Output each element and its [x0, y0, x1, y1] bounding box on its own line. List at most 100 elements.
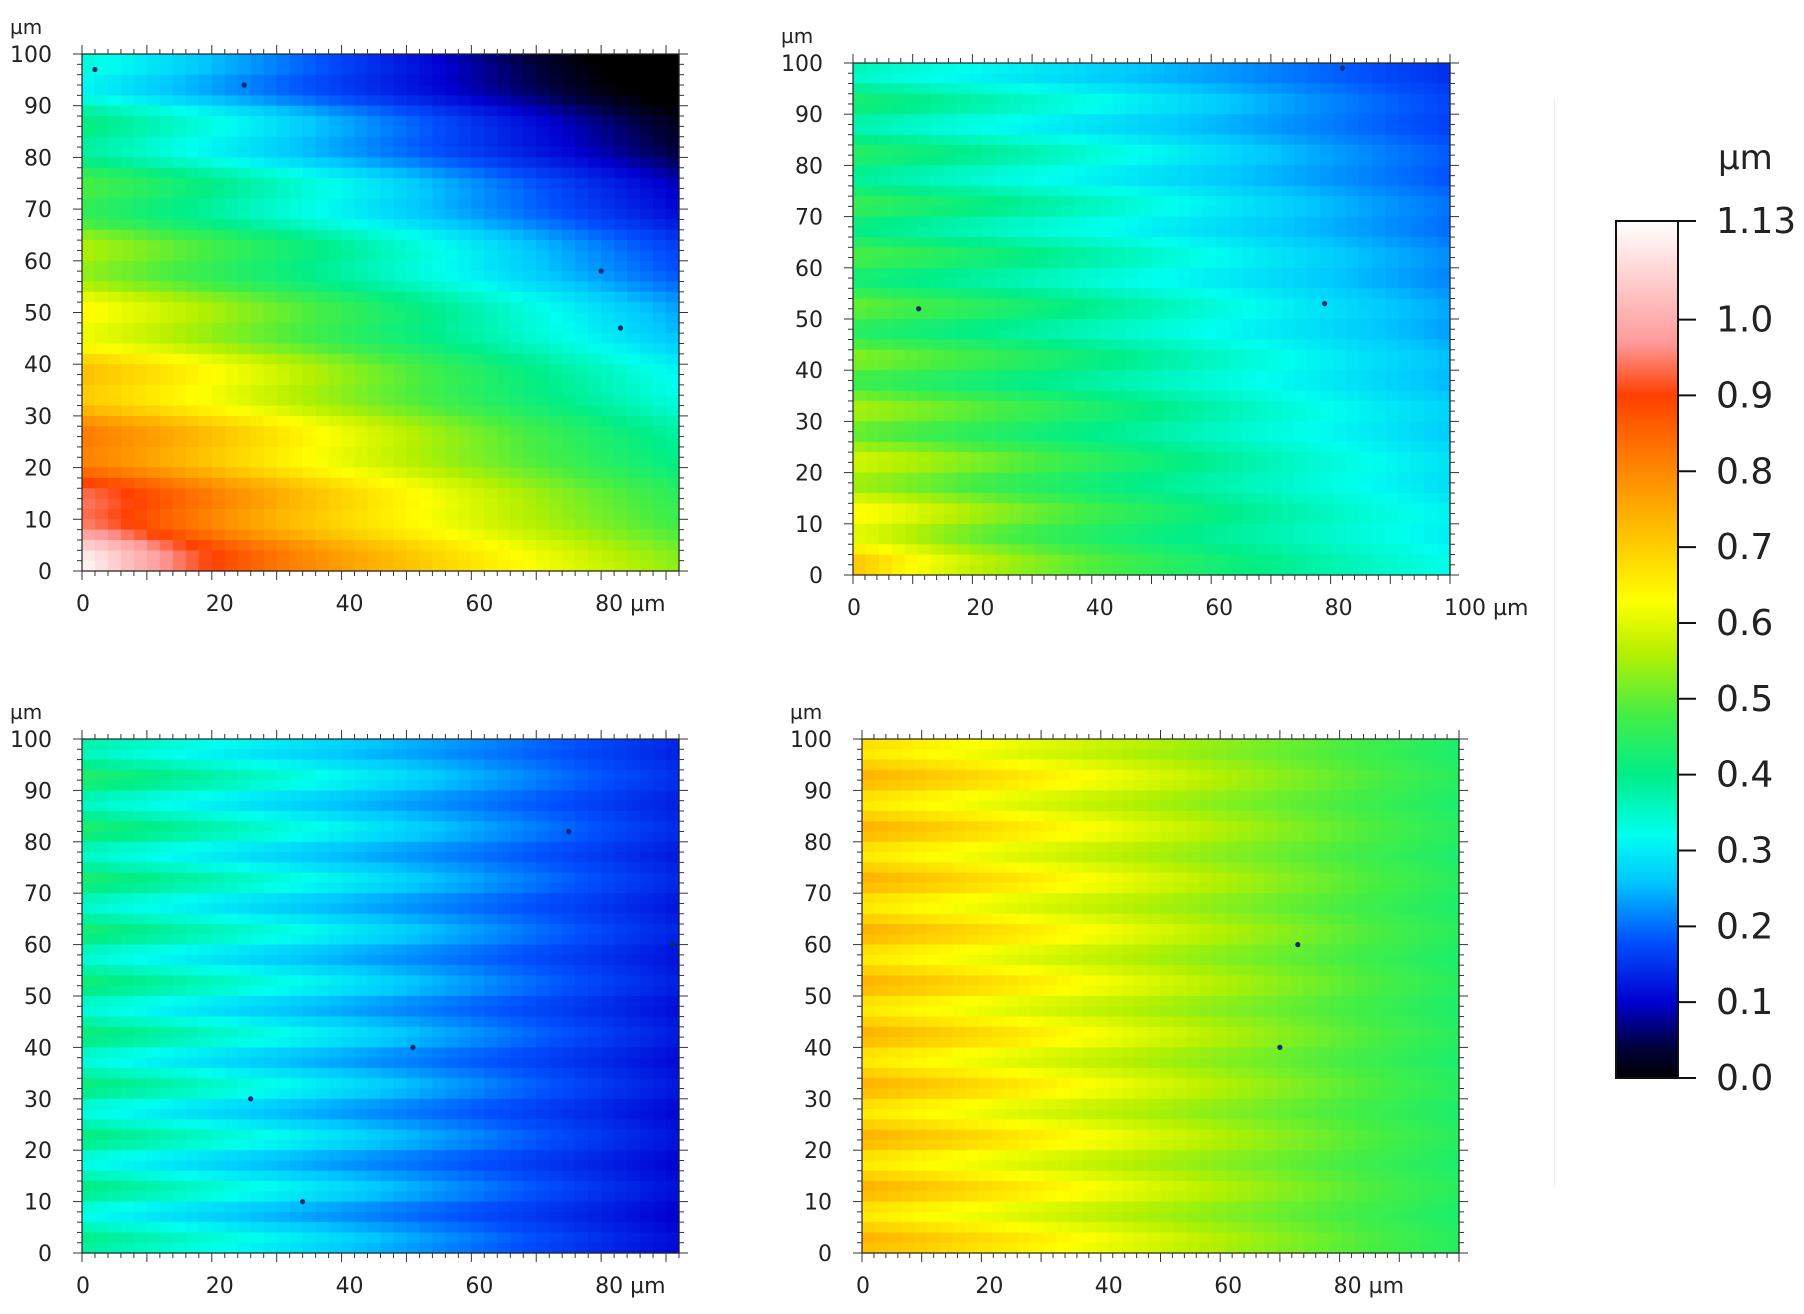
heatmap-cell	[1086, 63, 1101, 74]
heatmap-cell	[159, 105, 174, 117]
heatmap-cell	[1125, 237, 1140, 248]
heatmap-cell	[588, 498, 602, 510]
heatmap-cell	[484, 126, 498, 138]
heatmap-cell	[995, 400, 1010, 412]
heatmap-cell	[146, 209, 161, 221]
heatmap-cell	[172, 477, 187, 489]
heatmap-cell	[484, 415, 498, 427]
heatmap-cell	[1216, 452, 1230, 463]
heatmap-cell	[315, 374, 330, 386]
heatmap-cell	[865, 544, 880, 556]
heatmap-cell	[853, 390, 867, 402]
heatmap-cell	[497, 281, 511, 293]
heatmap-cell	[250, 343, 265, 355]
heatmap-cell	[341, 229, 356, 241]
heatmap-cell	[1216, 554, 1230, 566]
heatmap-cell	[1398, 534, 1412, 545]
heatmap-cell	[588, 105, 602, 117]
heatmap-cell	[458, 343, 472, 355]
heatmap-cell	[1060, 452, 1075, 463]
heatmap-cell	[1073, 441, 1088, 453]
heatmap-cell	[1333, 185, 1347, 197]
heatmap-cell	[276, 477, 291, 489]
heatmap-cell	[853, 421, 867, 433]
heatmap-cell	[159, 353, 174, 365]
heatmap-cell	[640, 343, 654, 355]
heatmap-cell	[1281, 144, 1295, 156]
heatmap-cell	[562, 291, 576, 303]
heatmap-cell	[380, 488, 395, 500]
heatmap-cell	[666, 560, 680, 572]
heatmap-cell	[1073, 544, 1088, 556]
heatmap-cell	[640, 260, 654, 272]
heatmap-cell	[497, 519, 511, 531]
heatmap-cell	[1294, 380, 1308, 392]
heatmap-cell	[263, 436, 278, 448]
heatmap-cell	[484, 498, 498, 510]
heatmap-cell	[1151, 237, 1166, 248]
heatmap-cell	[1125, 114, 1140, 126]
heatmap-cell	[1398, 390, 1412, 402]
heatmap-cell	[172, 209, 187, 221]
heatmap-cell	[159, 167, 174, 179]
heatmap-cell	[445, 457, 459, 469]
heatmap-cell	[1268, 226, 1282, 238]
heatmap-cell	[1229, 63, 1243, 74]
heatmap-cell	[250, 457, 265, 469]
heatmap-cell	[666, 550, 680, 562]
heatmap-cell	[627, 426, 641, 438]
heatmap-cell	[1294, 73, 1308, 85]
heatmap-cell	[237, 415, 252, 427]
heatmap-cell	[1164, 564, 1179, 576]
heatmap-cell	[995, 359, 1010, 371]
heatmap-cell	[627, 467, 641, 479]
heatmap-cell	[865, 339, 880, 351]
heatmap-cell	[917, 493, 932, 504]
heatmap-cell	[956, 155, 971, 166]
heatmap-cell	[1229, 288, 1243, 300]
heatmap-cell	[354, 550, 369, 562]
heatmap-cell	[302, 85, 317, 96]
heatmap-cell	[1268, 134, 1282, 146]
heatmap-cell	[588, 157, 602, 169]
heatmap-cell	[1190, 278, 1205, 289]
heatmap-cell	[1177, 544, 1192, 556]
heatmap-cell	[133, 74, 148, 86]
heatmap-cell	[1099, 400, 1114, 412]
heatmap-cell	[146, 167, 161, 179]
heatmap-cell	[250, 240, 265, 252]
heatmap-cell	[1099, 226, 1114, 238]
heatmap-cell	[82, 436, 96, 448]
heatmap-cell	[666, 446, 680, 458]
heatmap-cell	[1346, 63, 1360, 74]
heatmap-cell	[1164, 257, 1179, 269]
heatmap-cell	[1255, 493, 1269, 504]
heatmap-cell	[406, 508, 421, 520]
heatmap-cell	[904, 63, 919, 74]
heatmap-cell	[956, 370, 971, 382]
heatmap-cell	[891, 319, 906, 330]
heatmap-cell	[432, 467, 446, 479]
heatmap-cell	[367, 426, 382, 438]
heatmap-cell	[969, 339, 984, 351]
heatmap-cell	[1346, 431, 1360, 443]
heatmap-cell	[878, 196, 893, 207]
heatmap-cell	[341, 105, 356, 117]
heatmap-cell	[653, 54, 667, 65]
heatmap-cell	[956, 144, 971, 156]
heatmap-cell	[1203, 165, 1217, 177]
heatmap-cell	[1229, 349, 1243, 361]
heatmap-cell	[159, 322, 174, 334]
heatmap-cell	[891, 329, 906, 341]
heatmap-cell	[1164, 278, 1179, 289]
heatmap-cell	[1060, 288, 1075, 300]
heatmap-cell	[237, 240, 252, 252]
heatmap-cell	[432, 477, 446, 489]
heatmap-cell	[1125, 267, 1140, 279]
heatmap-cell	[562, 477, 576, 489]
heatmap-cell	[640, 167, 654, 179]
heatmap-cell	[1437, 206, 1451, 218]
heatmap-cell	[198, 105, 213, 117]
heatmap-cell	[393, 198, 408, 210]
heatmap-cell	[1203, 564, 1217, 576]
